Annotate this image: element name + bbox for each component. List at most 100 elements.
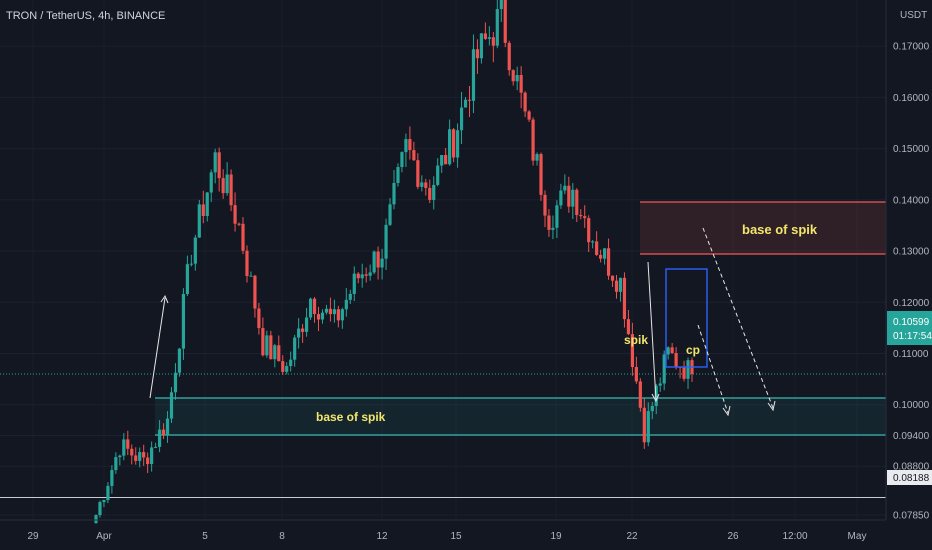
candle-down — [424, 182, 428, 188]
candle-down — [217, 152, 221, 179]
candle-up — [285, 366, 289, 372]
candle-up — [380, 258, 384, 268]
candle-down — [452, 129, 456, 158]
candle-up — [293, 337, 297, 360]
candle-up — [436, 165, 440, 185]
candle-down — [511, 70, 515, 82]
candle-up — [209, 172, 213, 193]
candle-down — [575, 189, 579, 216]
candle-down — [356, 273, 360, 279]
spike-label: spik — [624, 333, 648, 347]
candle-up — [432, 184, 436, 200]
resistance-zone[interactable]: base of spik — [640, 201, 886, 255]
projection-box[interactable] — [665, 268, 708, 368]
candle-down — [134, 455, 138, 461]
candle-down — [475, 49, 480, 59]
candle-up — [535, 154, 539, 161]
price-tick-label: 0.16000 — [893, 93, 930, 104]
candle-down — [595, 241, 599, 255]
candle-up — [193, 237, 197, 264]
candle-down — [277, 345, 281, 362]
candle-up — [157, 429, 162, 447]
candle-down — [312, 298, 317, 315]
price-axis[interactable]: USDT 0.17000 0.16000 0.15000 0.14000 0.13000… — [885, 0, 932, 550]
time-ticks: 29 Apr 5 8 12 15 19 22 26 12:00 May — [27, 531, 866, 542]
projection-arrow-2-head — [767, 400, 776, 412]
price-tick-label: 0.10000 — [893, 400, 930, 411]
candle-down — [281, 361, 285, 372]
candle-up — [118, 455, 122, 458]
candle-up — [344, 299, 348, 310]
current-price-countdown: 01:17:54 — [893, 331, 932, 342]
price-ticks: 0.17000 0.16000 0.15000 0.14000 0.13000 0.120… — [893, 42, 930, 522]
price-tick-label: 0.09400 — [893, 431, 930, 442]
time-tick-label: 15 — [450, 531, 462, 542]
candle-down — [614, 280, 619, 292]
candle-down — [626, 319, 631, 335]
candle-up — [404, 139, 408, 153]
candle-up — [308, 298, 313, 318]
candle-down — [257, 308, 261, 329]
candle-up — [304, 317, 309, 332]
candle-down — [364, 274, 368, 276]
candle-down — [599, 254, 603, 259]
up-arrow-head — [160, 294, 169, 304]
spike-arrow-line[interactable] — [647, 261, 657, 401]
candle-down — [682, 367, 686, 379]
symbol-title[interactable]: TRON / TetherUS, 4h, BINANCE — [6, 10, 166, 22]
candle-up — [555, 205, 559, 228]
candle-up — [185, 264, 189, 295]
candle-up — [98, 502, 102, 516]
time-tick-label: 12:00 — [782, 531, 807, 542]
up-arrow-line[interactable] — [149, 297, 166, 399]
candle-down — [622, 277, 627, 320]
candle-up — [205, 192, 209, 216]
candle-down — [638, 381, 642, 408]
candle-up — [666, 347, 670, 355]
candle-down — [328, 308, 333, 315]
candle-down — [146, 457, 150, 465]
candle-up — [181, 294, 186, 349]
marked-price-badge: 0.08188 — [887, 470, 932, 485]
candle-up — [515, 75, 519, 82]
candle-up — [396, 167, 400, 184]
candle-up — [173, 372, 178, 393]
spike-arrow-head — [651, 393, 660, 403]
time-tick-label: 22 — [626, 531, 638, 542]
candle-up — [646, 411, 650, 443]
projection-arrow-1[interactable] — [697, 324, 729, 414]
support-zone[interactable]: base of spik — [155, 397, 886, 436]
candle-down — [161, 429, 166, 436]
candle-up — [471, 49, 476, 101]
candle-up — [138, 452, 142, 461]
candle-up — [150, 447, 154, 465]
candle-up — [360, 274, 364, 279]
candle-down — [126, 439, 130, 449]
candle-down — [503, 0, 507, 43]
projection-arrow-1-head — [722, 405, 731, 417]
candle-up — [384, 224, 388, 259]
candle-down — [416, 160, 420, 187]
candle-down — [630, 334, 634, 368]
candle-up — [102, 499, 106, 503]
candle-up — [197, 204, 201, 238]
candle-down — [583, 216, 587, 219]
candle-up — [249, 275, 253, 277]
marked-price-value: 0.08188 — [893, 473, 930, 484]
candle-up — [487, 37, 491, 39]
candlestick-series — [94, 0, 694, 524]
candle-down — [483, 33, 487, 39]
candle-down — [642, 407, 646, 443]
candle-up — [265, 335, 269, 356]
candle-down — [444, 155, 448, 165]
time-axis[interactable]: 29 Apr 5 8 12 15 19 22 26 12:00 May — [0, 519, 886, 542]
price-tick-label: 0.11000 — [893, 349, 929, 360]
candle-up — [213, 152, 217, 173]
support-zone-fill — [155, 398, 886, 435]
candle-down — [587, 218, 591, 243]
candle-up — [122, 439, 126, 456]
candle-up — [591, 241, 595, 243]
candle-down — [142, 452, 146, 458]
